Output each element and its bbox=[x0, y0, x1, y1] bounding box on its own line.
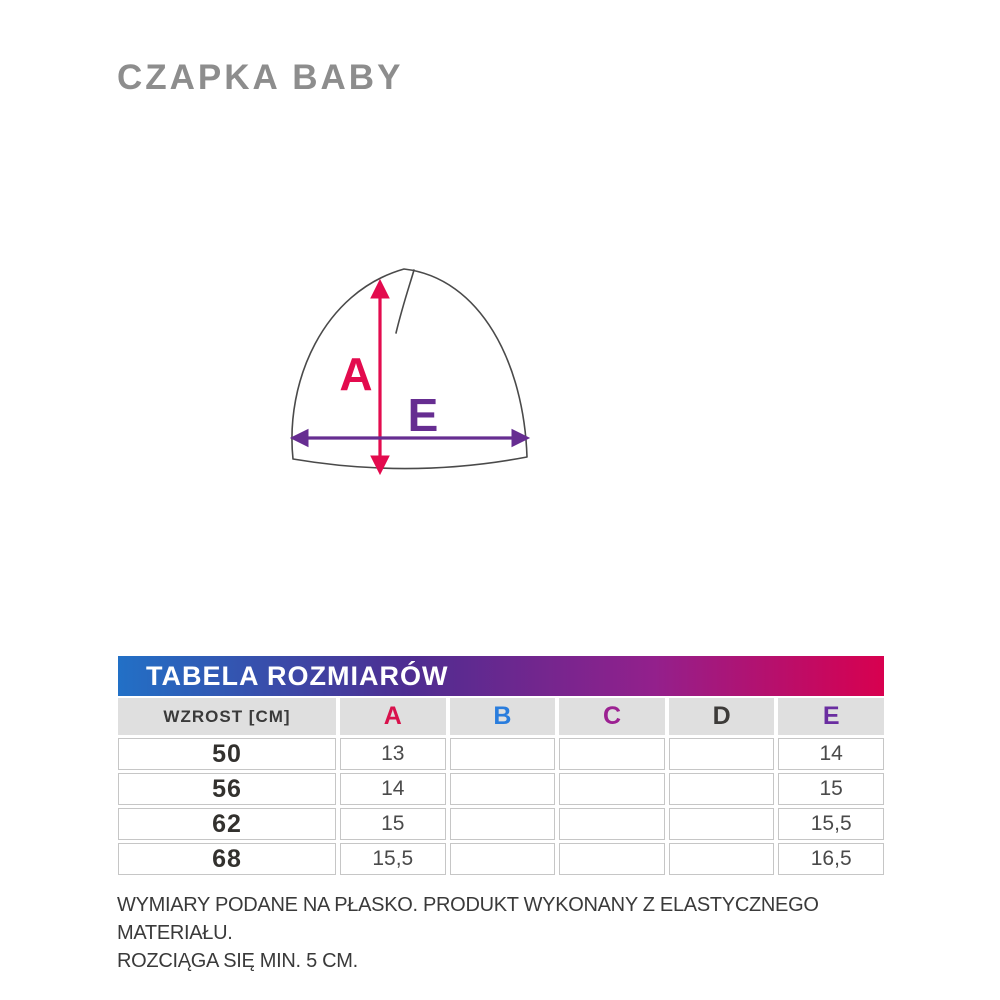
cell-68-d bbox=[668, 843, 775, 875]
cell-56-e: 15 bbox=[778, 773, 884, 805]
footer-note-line2: ROZCIĄGA SIĘ MIN. 5 CM. bbox=[117, 950, 358, 972]
row-size-62: 62 bbox=[118, 808, 336, 840]
cell-56-d bbox=[668, 773, 775, 805]
footer-note-line1: WYMIARY PODANE NA PŁASKO. PRODUKT WYKONA… bbox=[117, 894, 819, 944]
cell-68-c bbox=[559, 843, 665, 875]
column-header-c: C bbox=[559, 698, 665, 735]
size-table-grid: WZROST [CM] A B C D E 50 13 14 56 14 15 … bbox=[118, 698, 884, 875]
cell-68-b bbox=[449, 843, 556, 875]
row-size-50: 50 bbox=[118, 738, 336, 770]
cell-56-a: 14 bbox=[340, 773, 446, 805]
cell-62-c bbox=[559, 808, 665, 840]
cell-50-a: 13 bbox=[340, 738, 446, 770]
cell-50-c bbox=[559, 738, 665, 770]
size-table: TABELA ROZMIARÓW WZROST [CM] A B C D E 5… bbox=[118, 656, 884, 875]
cell-56-b bbox=[449, 773, 556, 805]
cell-62-a: 15 bbox=[340, 808, 446, 840]
beanie-seam-line bbox=[395, 269, 415, 334]
cell-62-d bbox=[668, 808, 775, 840]
cell-50-d bbox=[668, 738, 775, 770]
cell-68-a: 15,5 bbox=[340, 843, 446, 875]
cell-62-e: 15,5 bbox=[778, 808, 884, 840]
page-title: CZAPKA BABY bbox=[117, 58, 404, 97]
cell-50-b bbox=[449, 738, 556, 770]
column-header-a: A bbox=[340, 698, 446, 735]
cell-50-e: 14 bbox=[778, 738, 884, 770]
beanie-outline bbox=[291, 268, 528, 470]
width-arrow-e bbox=[289, 428, 531, 448]
beanie-diagram-svg: A E bbox=[289, 268, 531, 476]
column-header-b: B bbox=[449, 698, 556, 735]
footer-note: WYMIARY PODANE NA PŁASKO. PRODUKT WYKONA… bbox=[117, 891, 917, 975]
hat-measurement-diagram: A E bbox=[278, 252, 543, 492]
dimension-label-a: A bbox=[339, 348, 372, 400]
cell-56-c bbox=[559, 773, 665, 805]
row-size-56: 56 bbox=[118, 773, 336, 805]
dimension-label-e: E bbox=[408, 389, 439, 441]
column-header-d: D bbox=[668, 698, 775, 735]
row-size-68: 68 bbox=[118, 843, 336, 875]
cell-68-e: 16,5 bbox=[778, 843, 884, 875]
cell-62-b bbox=[449, 808, 556, 840]
column-header-wzrost: WZROST [CM] bbox=[118, 698, 336, 735]
size-table-title: TABELA ROZMIARÓW bbox=[118, 656, 884, 696]
height-arrow-a bbox=[370, 278, 390, 476]
column-header-e: E bbox=[778, 698, 884, 735]
